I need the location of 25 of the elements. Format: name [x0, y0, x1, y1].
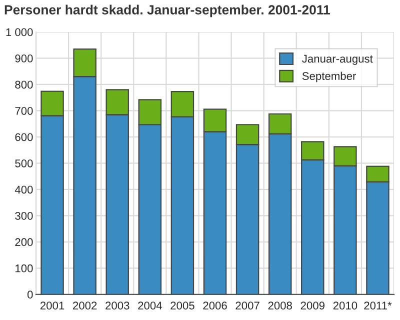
x-tick-label: 2011*: [364, 302, 392, 310]
y-tick-label: 0: [27, 290, 33, 299]
y-tick-label: 100: [16, 264, 33, 272]
y-tick-label: 800: [15, 80, 33, 89]
legend-label: Januar-august: [302, 54, 373, 65]
x-tick-label: 2002: [73, 302, 97, 310]
x-tick-label: 2003: [106, 302, 130, 310]
y-tick-label: 200: [15, 238, 33, 246]
y-tick-label: 500: [15, 159, 33, 168]
x-tick-label: 2001: [40, 302, 64, 310]
y-tick-label: 400: [14, 186, 33, 194]
y-tick-label: 700: [15, 106, 33, 115]
x-tick-label: 2005: [170, 302, 194, 310]
x-tick-label: 2007: [236, 302, 260, 310]
x-tick-label: 2010: [333, 302, 358, 310]
x-tick-label: 2009: [300, 302, 324, 310]
x-tick-label: 2006: [203, 302, 227, 310]
y-tick-label: 1 000: [6, 28, 33, 36]
y-tick-label: 900: [15, 54, 33, 62]
x-tick-label: 2008: [268, 302, 292, 310]
y-tick-label: 600: [15, 133, 33, 142]
x-tick-label: 2004: [138, 302, 162, 310]
chart-title: Personer hardt skadd. Januar-september. 2001-2011: [4, 4, 330, 18]
legend-label: September: [302, 72, 356, 82]
y-tick-label: 300: [15, 212, 33, 220]
